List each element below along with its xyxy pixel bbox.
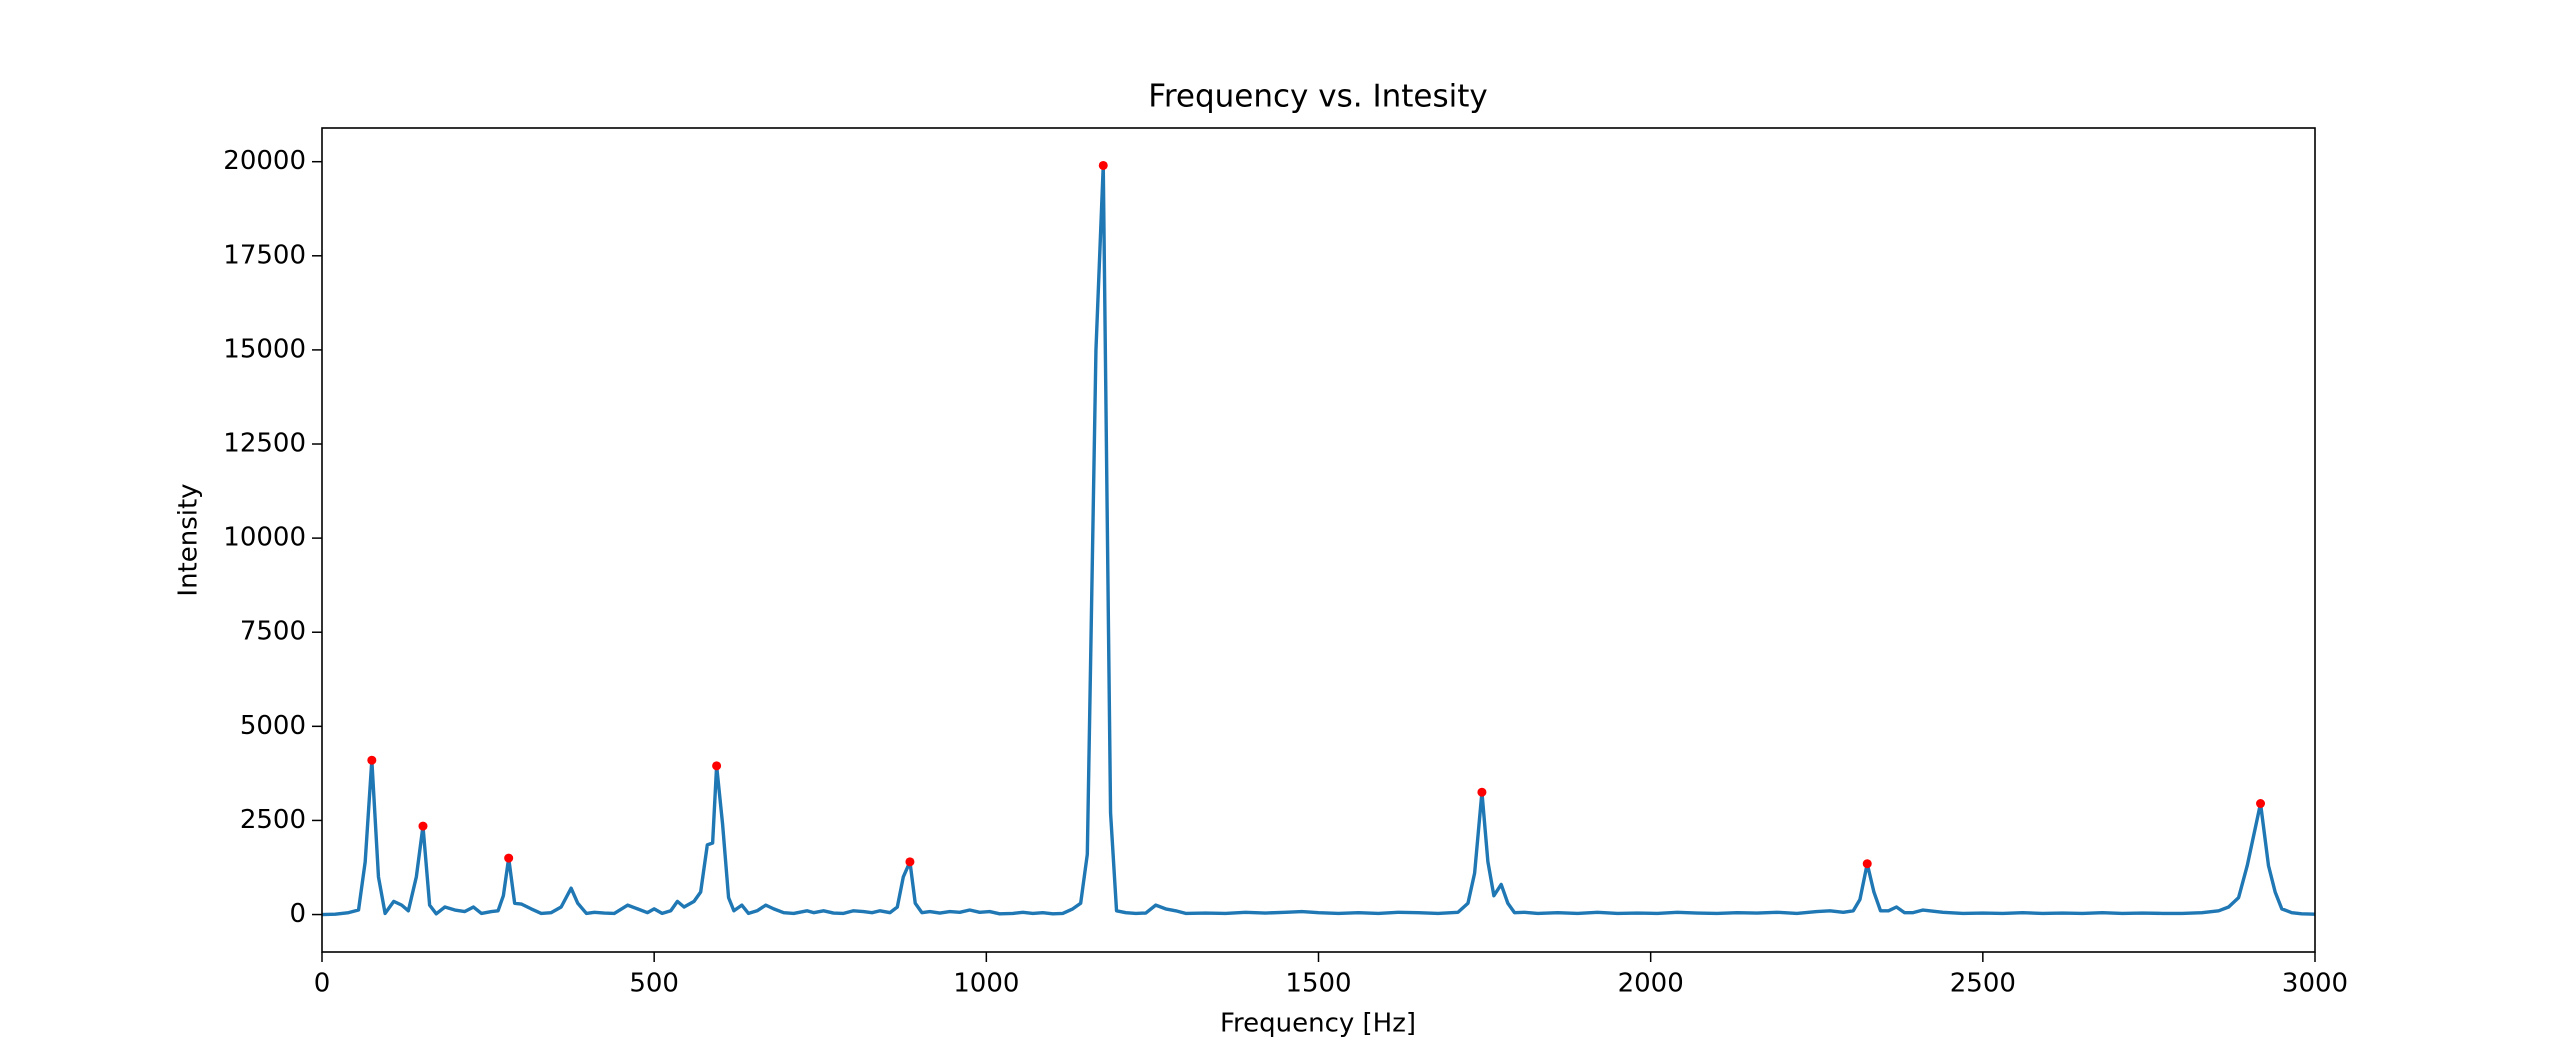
peak-marker	[504, 853, 514, 863]
peak-marker	[1477, 787, 1487, 797]
peak-marker	[367, 755, 377, 765]
y-tick-label: 7500	[240, 617, 306, 647]
peak-marker	[905, 857, 915, 867]
y-tick-label: 15000	[223, 334, 306, 364]
y-tick-label: 10000	[223, 523, 306, 553]
y-tick-label: 20000	[223, 146, 306, 176]
y-tick-label: 2500	[240, 805, 306, 835]
y-axis-label: Intensity	[174, 483, 204, 596]
peak-marker	[418, 821, 428, 831]
plot-frame	[321, 127, 2316, 953]
x-tick-label: 2000	[1618, 969, 1684, 999]
peak-marker	[1862, 859, 1872, 869]
peak-marker	[712, 761, 722, 771]
x-tick-label: 2500	[1950, 969, 2016, 999]
peak-marker	[1098, 160, 1108, 170]
chart-title: Frequency vs. Intesity	[1148, 79, 1488, 115]
x-tick-label: 500	[629, 969, 679, 999]
y-tick-label: 5000	[240, 711, 306, 741]
y-tick-label: 0	[289, 899, 306, 929]
peak-marker	[2256, 798, 2266, 808]
x-axis-label: Frequency [Hz]	[1220, 1009, 1416, 1039]
y-tick-label: 17500	[223, 240, 306, 270]
x-tick-label: 1500	[1285, 969, 1351, 999]
x-tick-label: 0	[314, 969, 331, 999]
line-series	[321, 163, 2316, 917]
x-tick-label: 3000	[2282, 969, 2348, 999]
x-tick-label: 1000	[953, 969, 1019, 999]
y-tick-label: 12500	[223, 429, 306, 459]
